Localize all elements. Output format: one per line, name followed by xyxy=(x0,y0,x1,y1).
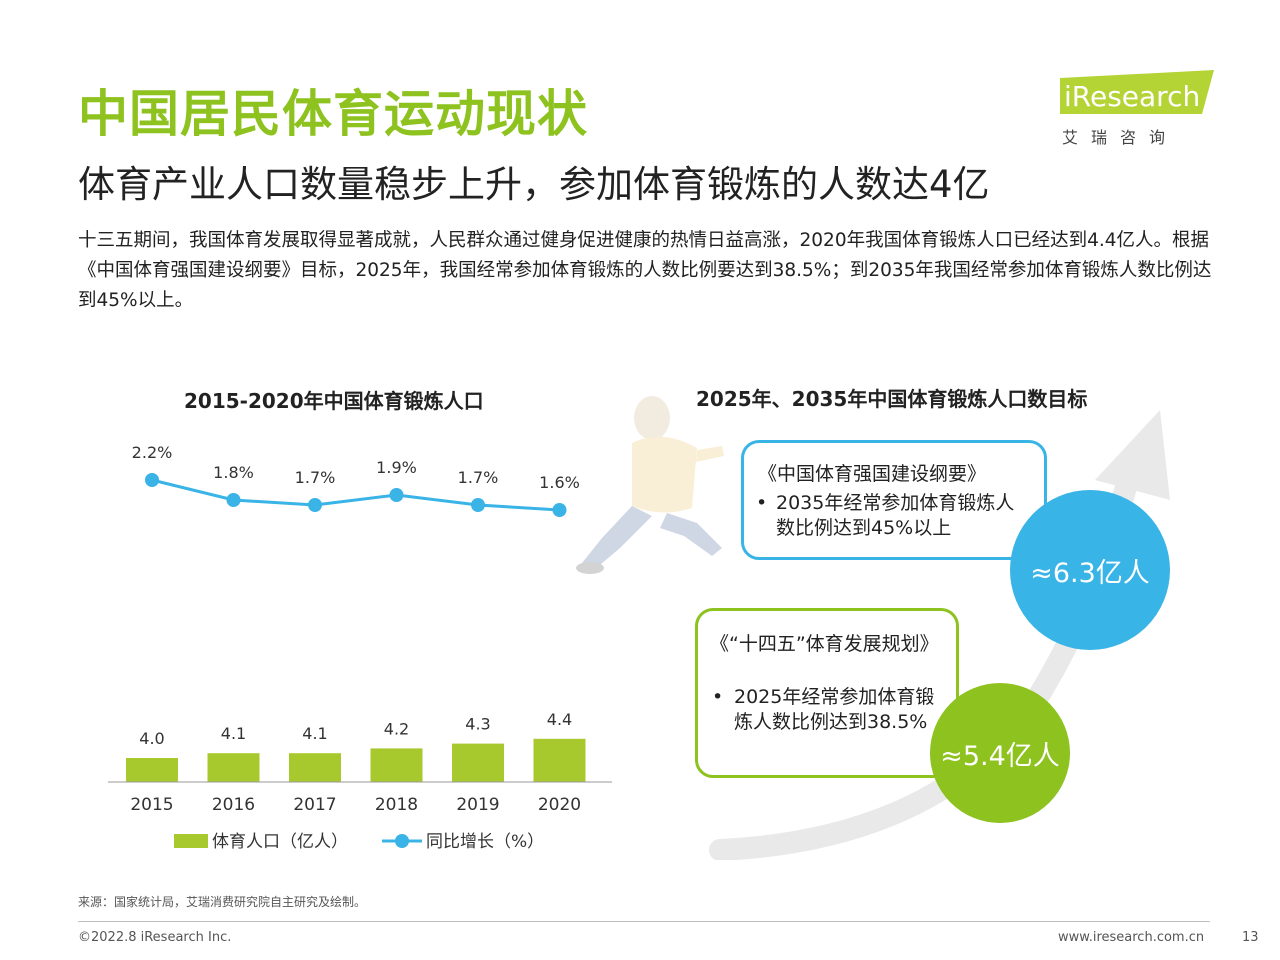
target-2025-box xyxy=(695,608,959,778)
legend-swatch-bar xyxy=(174,834,208,848)
chart-title: 2015-2020年中国体育锻炼人口 xyxy=(184,389,484,413)
growth-label-2017: 1.7% xyxy=(295,468,336,487)
target-2025-text: 2025年经常参加体育锻炼人数比例达到38.5% xyxy=(734,686,935,733)
target-2035-text: 2035年经常参加体育锻炼人数比例达到45%以上 xyxy=(776,492,1015,539)
bar-2018 xyxy=(370,748,423,782)
x-tick-labels: 2015 2016 2017 2018 2019 2020 xyxy=(130,795,581,815)
source-note: 来源：国家统计局，艾瑞消费研究院自主研究及绘制。 xyxy=(78,895,367,909)
x-tick-2017: 2017 xyxy=(293,795,336,815)
x-tick-2020: 2020 xyxy=(538,795,581,815)
intro-paragraph: 十三五期间，我国体育发展取得显著成就，人民群众通过健身促进健康的热情日益高涨，2… xyxy=(78,230,1212,311)
bars-layer: 4.0 4.1 4.1 4.2 4.3 4.4 xyxy=(126,710,586,782)
footer-divider xyxy=(78,921,1210,922)
growth-label-2020: 1.6% xyxy=(539,473,580,492)
target-2025-circle: ≈5.4亿人 xyxy=(930,683,1070,823)
growth-label-2018: 1.9% xyxy=(376,458,417,477)
bar-label-2015: 4.0 xyxy=(139,729,164,748)
growth-line xyxy=(151,478,560,512)
page-number: 13 xyxy=(1242,930,1259,945)
bar-2016 xyxy=(207,753,260,782)
legend-label-line: 同比增长（%） xyxy=(426,832,544,852)
target-2035-box xyxy=(741,440,1047,560)
population-chart: 4.0 4.1 4.1 4.2 4.3 4.4 2.2% 1.8% 1.7% 1.9% 1.7% 1… xyxy=(108,443,612,852)
growth-point-2020 xyxy=(552,503,567,517)
bar-2020 xyxy=(533,738,586,782)
bar-label-2016: 4.1 xyxy=(221,724,246,743)
target-2035-value: ≈6.3亿人 xyxy=(1030,557,1150,589)
growth-label-2016: 1.8% xyxy=(213,463,254,482)
growth-line-layer: 2.2% 1.8% 1.7% 1.9% 1.7% 1.6% xyxy=(132,443,580,517)
legend-swatch-marker xyxy=(395,834,409,848)
target-2025-heading: 《“十四五”体育发展规划》 xyxy=(710,633,939,655)
website-link[interactable]: www.iresearch.com.cn xyxy=(1058,930,1205,945)
bullet-dot: • xyxy=(756,492,768,514)
target-2035-circle: ≈6.3亿人 xyxy=(1010,490,1170,650)
page-title: 中国居民体育运动现状 xyxy=(78,85,588,143)
growth-point-2016 xyxy=(226,493,241,507)
bar-2019 xyxy=(452,743,504,782)
x-tick-2016: 2016 xyxy=(212,795,255,815)
x-tick-2019: 2019 xyxy=(456,795,499,815)
runner-illustration xyxy=(576,396,724,574)
bar-2017 xyxy=(289,753,341,782)
growth-point-2019 xyxy=(471,498,485,512)
target-2025-value: ≈5.4亿人 xyxy=(940,740,1060,772)
growth-point-2018 xyxy=(389,488,404,502)
x-tick-2015: 2015 xyxy=(130,795,173,815)
iresearch-logo: iResearch xyxy=(1060,70,1214,114)
legend-label-bar: 体育人口（亿人） xyxy=(212,832,348,852)
growth-label-2015: 2.2% xyxy=(132,443,173,462)
bar-2015 xyxy=(126,758,178,782)
logo-chinese-text: 艾瑞咨询 xyxy=(1062,128,1179,147)
bar-label-2018: 4.2 xyxy=(384,719,409,738)
logo-text: iResearch xyxy=(1064,80,1200,113)
bullet-dot: • xyxy=(712,686,724,708)
x-tick-2018: 2018 xyxy=(375,795,418,815)
growth-point-2017 xyxy=(308,498,322,512)
bar-label-2020: 4.4 xyxy=(547,710,572,729)
growth-point-2015 xyxy=(145,473,159,487)
page-subtitle: 体育产业人口数量稳步上升，参加体育锻炼的人数达4亿 xyxy=(78,163,990,206)
bar-label-2019: 4.3 xyxy=(465,715,490,734)
target-2035-heading: 《中国体育强国建设纲要》 xyxy=(758,463,987,485)
growth-label-2019: 1.7% xyxy=(458,468,499,487)
copyright: ©2022.8 iResearch Inc. xyxy=(78,930,232,945)
targets-title: 2025年、2035年中国体育锻炼人口数目标 xyxy=(696,387,1088,411)
bar-label-2017: 4.1 xyxy=(302,724,327,743)
